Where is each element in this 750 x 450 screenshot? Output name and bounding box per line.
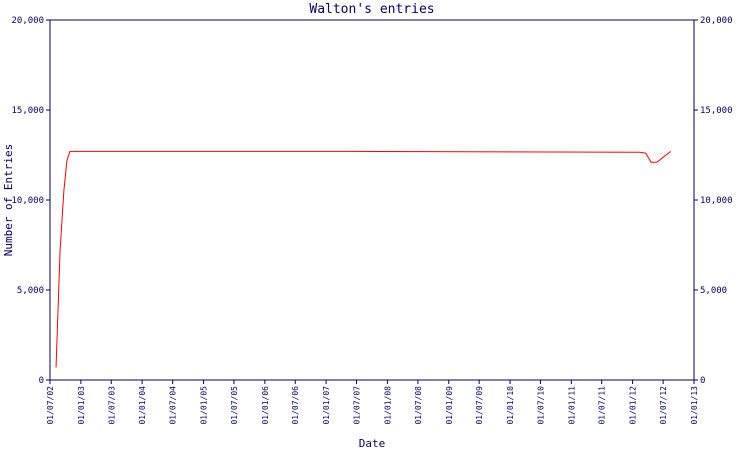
x-tick-label: 01/07/08 (414, 386, 423, 425)
y-tick-label: 20,000 (11, 16, 44, 26)
x-tick-label: 01/01/12 (629, 386, 638, 425)
y-axis-label: Number of Entries (2, 144, 15, 257)
plot-frame (49, 19, 695, 381)
x-tick-label: 01/07/03 (107, 386, 116, 425)
y-tick-label: 5,000 (17, 286, 44, 296)
x-tick-label: 01/01/08 (383, 386, 392, 425)
y2-tick-label: 10,000 (700, 196, 733, 206)
x-tick-label: 01/07/09 (475, 386, 484, 425)
y2-tick-label: 15,000 (700, 106, 733, 116)
y-tick-label: 0 (39, 376, 44, 386)
x-tick-label: 01/01/07 (322, 386, 331, 425)
x-tick-label: 01/07/10 (536, 386, 545, 425)
x-tick-label: 01/01/10 (506, 386, 515, 425)
x-tick-label: 01/07/11 (598, 386, 607, 425)
x-tick-label: 01/01/09 (445, 386, 454, 425)
x-tick-label: 01/07/12 (659, 386, 668, 425)
y-tick-label: 10,000 (11, 196, 44, 206)
x-tick-label: 01/01/06 (261, 386, 270, 425)
data-line (55, 150, 671, 368)
x-tick-label: 01/01/11 (567, 386, 576, 425)
x-axis-label: Date (359, 437, 386, 450)
y-tick-label: 15,000 (11, 106, 44, 116)
x-tick-label: 01/01/13 (690, 386, 699, 425)
x-tick-label: 01/07/05 (230, 386, 239, 425)
y2-tick-label: 0 (700, 376, 705, 386)
y2-tick-label: 5,000 (700, 286, 727, 296)
x-tick-label: 01/01/04 (138, 386, 147, 425)
x-tick-label: 01/07/06 (291, 386, 300, 425)
x-tick-label: 01/01/05 (200, 386, 209, 425)
x-tick-label: 01/01/03 (77, 386, 86, 425)
chart-title: Walton's entries (309, 2, 434, 17)
x-tick-label: 01/07/07 (352, 386, 361, 425)
y2-tick-label: 20,000 (700, 16, 733, 26)
x-tick-label: 01/07/04 (169, 386, 178, 425)
x-tick-label: 01/07/02 (46, 386, 55, 425)
